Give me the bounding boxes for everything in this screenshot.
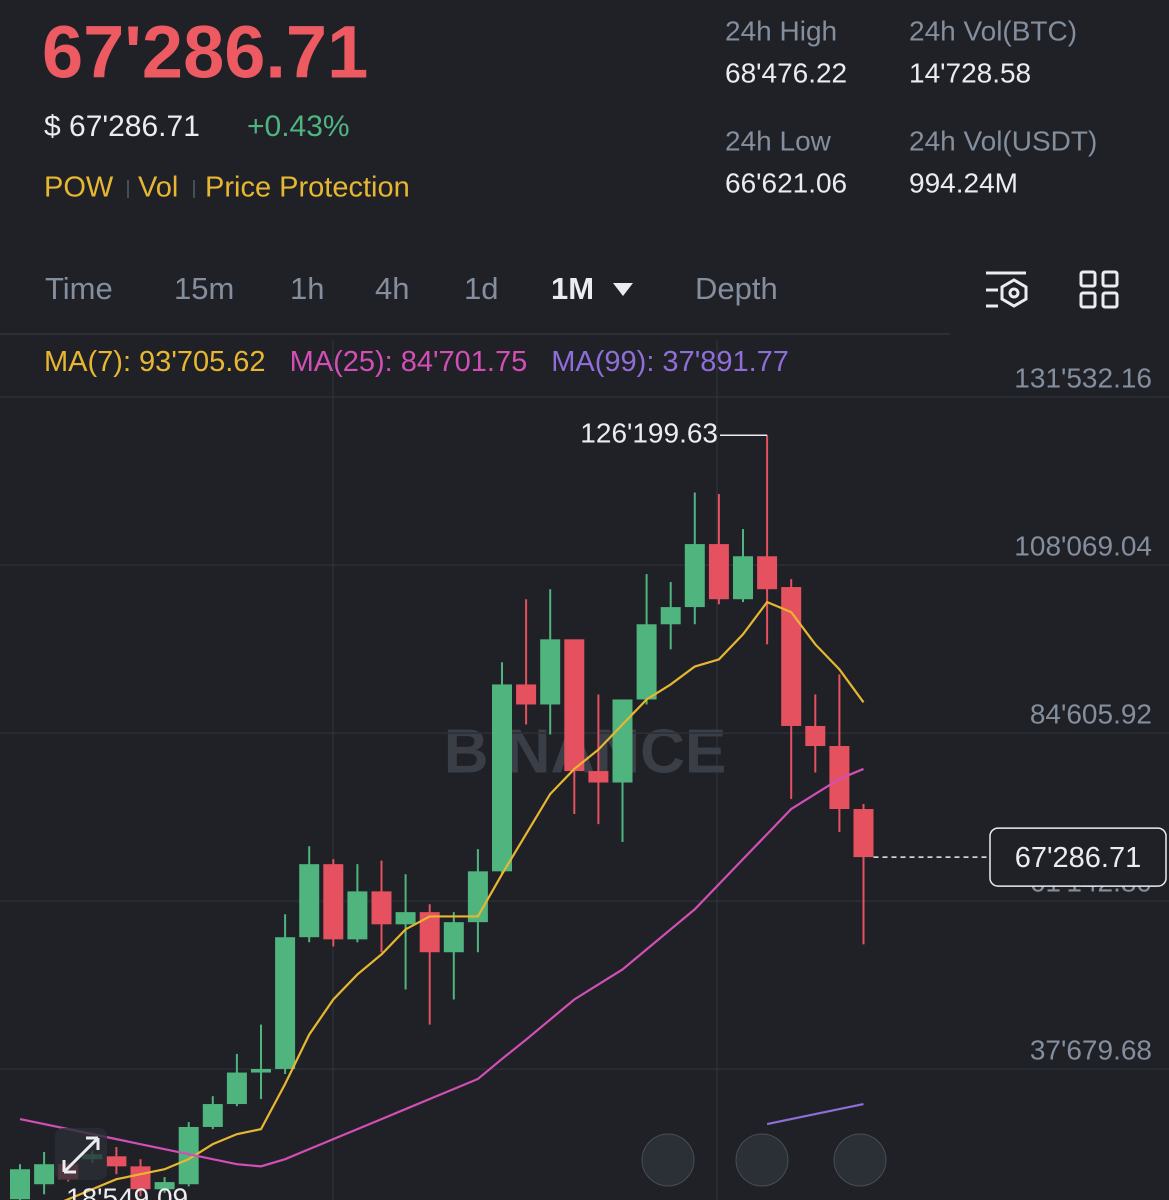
candle-body xyxy=(781,587,802,726)
y-tick-label: 84'605.92 xyxy=(1030,698,1152,729)
candle-body xyxy=(299,864,320,938)
separator xyxy=(127,180,129,198)
candle-body xyxy=(612,699,633,783)
high-label: 126'199.63 xyxy=(580,418,718,449)
tab[interactable]: Time xyxy=(45,271,113,306)
candle-body xyxy=(395,912,416,925)
candle-body xyxy=(178,1126,199,1185)
candle-body xyxy=(492,684,512,872)
expand-icon xyxy=(62,1136,100,1174)
stat-value: 68'476.22 xyxy=(725,57,847,88)
candle-body xyxy=(275,937,296,1069)
ma-line xyxy=(766,1102,864,1126)
ma-line xyxy=(19,767,864,1168)
candle-body xyxy=(443,922,464,953)
legend-entry: MA(7): 93'705.62 xyxy=(44,346,266,378)
candle-body xyxy=(829,746,850,810)
usd-price: $ 67'286.71 xyxy=(44,110,200,143)
bottom-controls xyxy=(55,1128,887,1187)
stat-label: 24h Low xyxy=(725,125,832,156)
indicator-button[interactable] xyxy=(735,1133,789,1187)
legend-entry: MA(99): 37'891.77 xyxy=(551,346,789,378)
candle-body xyxy=(733,556,753,600)
y-tick-label: 37'679.68 xyxy=(1030,1034,1152,1065)
candle-body xyxy=(34,1164,55,1185)
candle-body xyxy=(10,1169,30,1200)
candle-body xyxy=(371,891,392,925)
watermark: BINANCE xyxy=(444,717,726,786)
candle-body xyxy=(684,544,705,608)
tab[interactable]: 4h xyxy=(375,271,409,306)
candle-body xyxy=(516,684,537,705)
tab[interactable]: 1d xyxy=(464,271,498,306)
tab[interactable]: Depth xyxy=(695,271,778,306)
candle-body xyxy=(106,1156,127,1167)
y-tick-label: 131'532.16 xyxy=(1014,362,1152,393)
candle-body xyxy=(588,771,609,783)
candle-body xyxy=(347,891,368,940)
stat-label: 24h Vol(BTC) xyxy=(909,15,1077,46)
candle-body xyxy=(853,809,874,858)
settings-icon[interactable] xyxy=(986,271,1028,308)
last-price: 67'286.71 xyxy=(42,11,368,94)
candle-body xyxy=(202,1104,223,1127)
candle-body xyxy=(540,639,561,705)
tag[interactable]: Price Protection xyxy=(205,172,410,204)
candle-body xyxy=(323,864,344,940)
candle-body xyxy=(660,607,681,625)
candle-body xyxy=(564,639,585,772)
stat-value: 14'728.58 xyxy=(909,57,1031,88)
tag[interactable]: POW xyxy=(44,172,114,204)
last-price-label: 67'286.71 xyxy=(1015,842,1142,874)
separator xyxy=(193,180,195,198)
indicator-button[interactable] xyxy=(833,1133,887,1187)
plot: 131'532.16108'069.0484'605.9261'142.8037… xyxy=(0,362,1169,1200)
last-price-box xyxy=(989,827,1167,887)
low-label: 18'549.09 xyxy=(66,1182,188,1200)
tab-active[interactable]: 1M xyxy=(551,271,594,306)
candle-body xyxy=(708,544,729,600)
tab[interactable]: 1h xyxy=(290,271,324,306)
candle-body xyxy=(636,624,657,700)
layout-icon[interactable] xyxy=(1079,270,1119,309)
price-change: +0.43% xyxy=(247,110,350,143)
stat-value: 66'621.06 xyxy=(725,167,847,198)
tag[interactable]: Vol xyxy=(138,172,178,204)
y-tick-label: 108'069.04 xyxy=(1014,530,1152,561)
candle-body xyxy=(757,556,778,590)
candle-body xyxy=(251,1068,271,1073)
indicator-button[interactable] xyxy=(641,1133,695,1187)
ma-line xyxy=(63,600,865,1200)
stat-label: 24h High xyxy=(725,15,837,46)
legend: MA(7): 93'705.62 MA(25): 84'701.75 MA(99):… xyxy=(44,346,789,378)
stat-value: 994.24M xyxy=(909,167,1018,198)
candle-body xyxy=(226,1072,247,1105)
stat-label: 24h Vol(USDT) xyxy=(909,125,1097,156)
dropdown-arrow[interactable] xyxy=(613,283,633,296)
candle-body xyxy=(154,1182,175,1190)
candle-body xyxy=(419,912,440,953)
tab[interactable]: 15m xyxy=(174,271,234,306)
legend-entry: MA(25): 84'701.75 xyxy=(290,346,528,378)
candle-body xyxy=(805,725,826,747)
